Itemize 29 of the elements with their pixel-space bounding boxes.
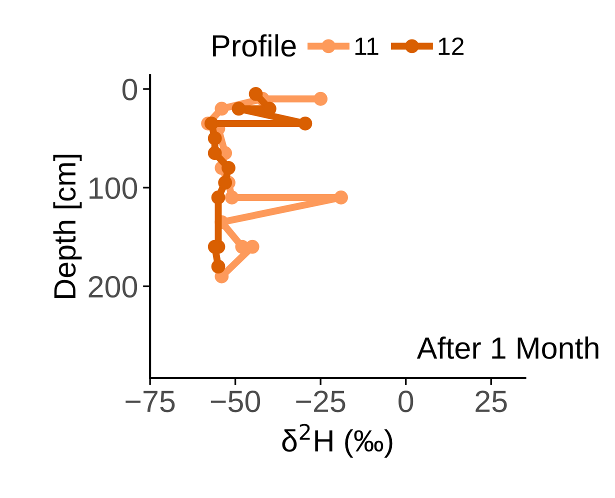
point: [248, 86, 263, 101]
point: [245, 240, 260, 254]
point: [208, 131, 222, 146]
legend-label: 12: [438, 37, 464, 55]
legend-label: 11: [355, 38, 378, 55]
point: [314, 92, 328, 106]
point: [218, 176, 232, 190]
x-tick-label: −50: [210, 390, 260, 412]
point: [224, 190, 239, 204]
y-tick-label: 100: [90, 177, 138, 200]
point: [214, 102, 229, 116]
legend-title: Profile: [213, 34, 296, 57]
point: [211, 260, 226, 274]
point: [211, 190, 226, 204]
point: [222, 160, 236, 175]
x-tick-label: −25: [296, 390, 346, 412]
point: [204, 116, 218, 130]
x-axis-title: δ$^{2}$H (‰): [282, 424, 392, 458]
annotation: After 1 Month: [416, 336, 598, 359]
x-tick-label: −75: [126, 390, 175, 412]
y-tick-label: 0: [122, 78, 138, 100]
y-tick-label: 200: [88, 276, 138, 298]
x-tick-label: 0: [398, 390, 414, 412]
point: [232, 102, 246, 116]
y-axis-title: Depth [cm]: [53, 154, 82, 298]
point: [298, 116, 312, 130]
x-tick-label: 25: [476, 390, 507, 412]
point: [208, 146, 222, 160]
point: [334, 190, 348, 204]
